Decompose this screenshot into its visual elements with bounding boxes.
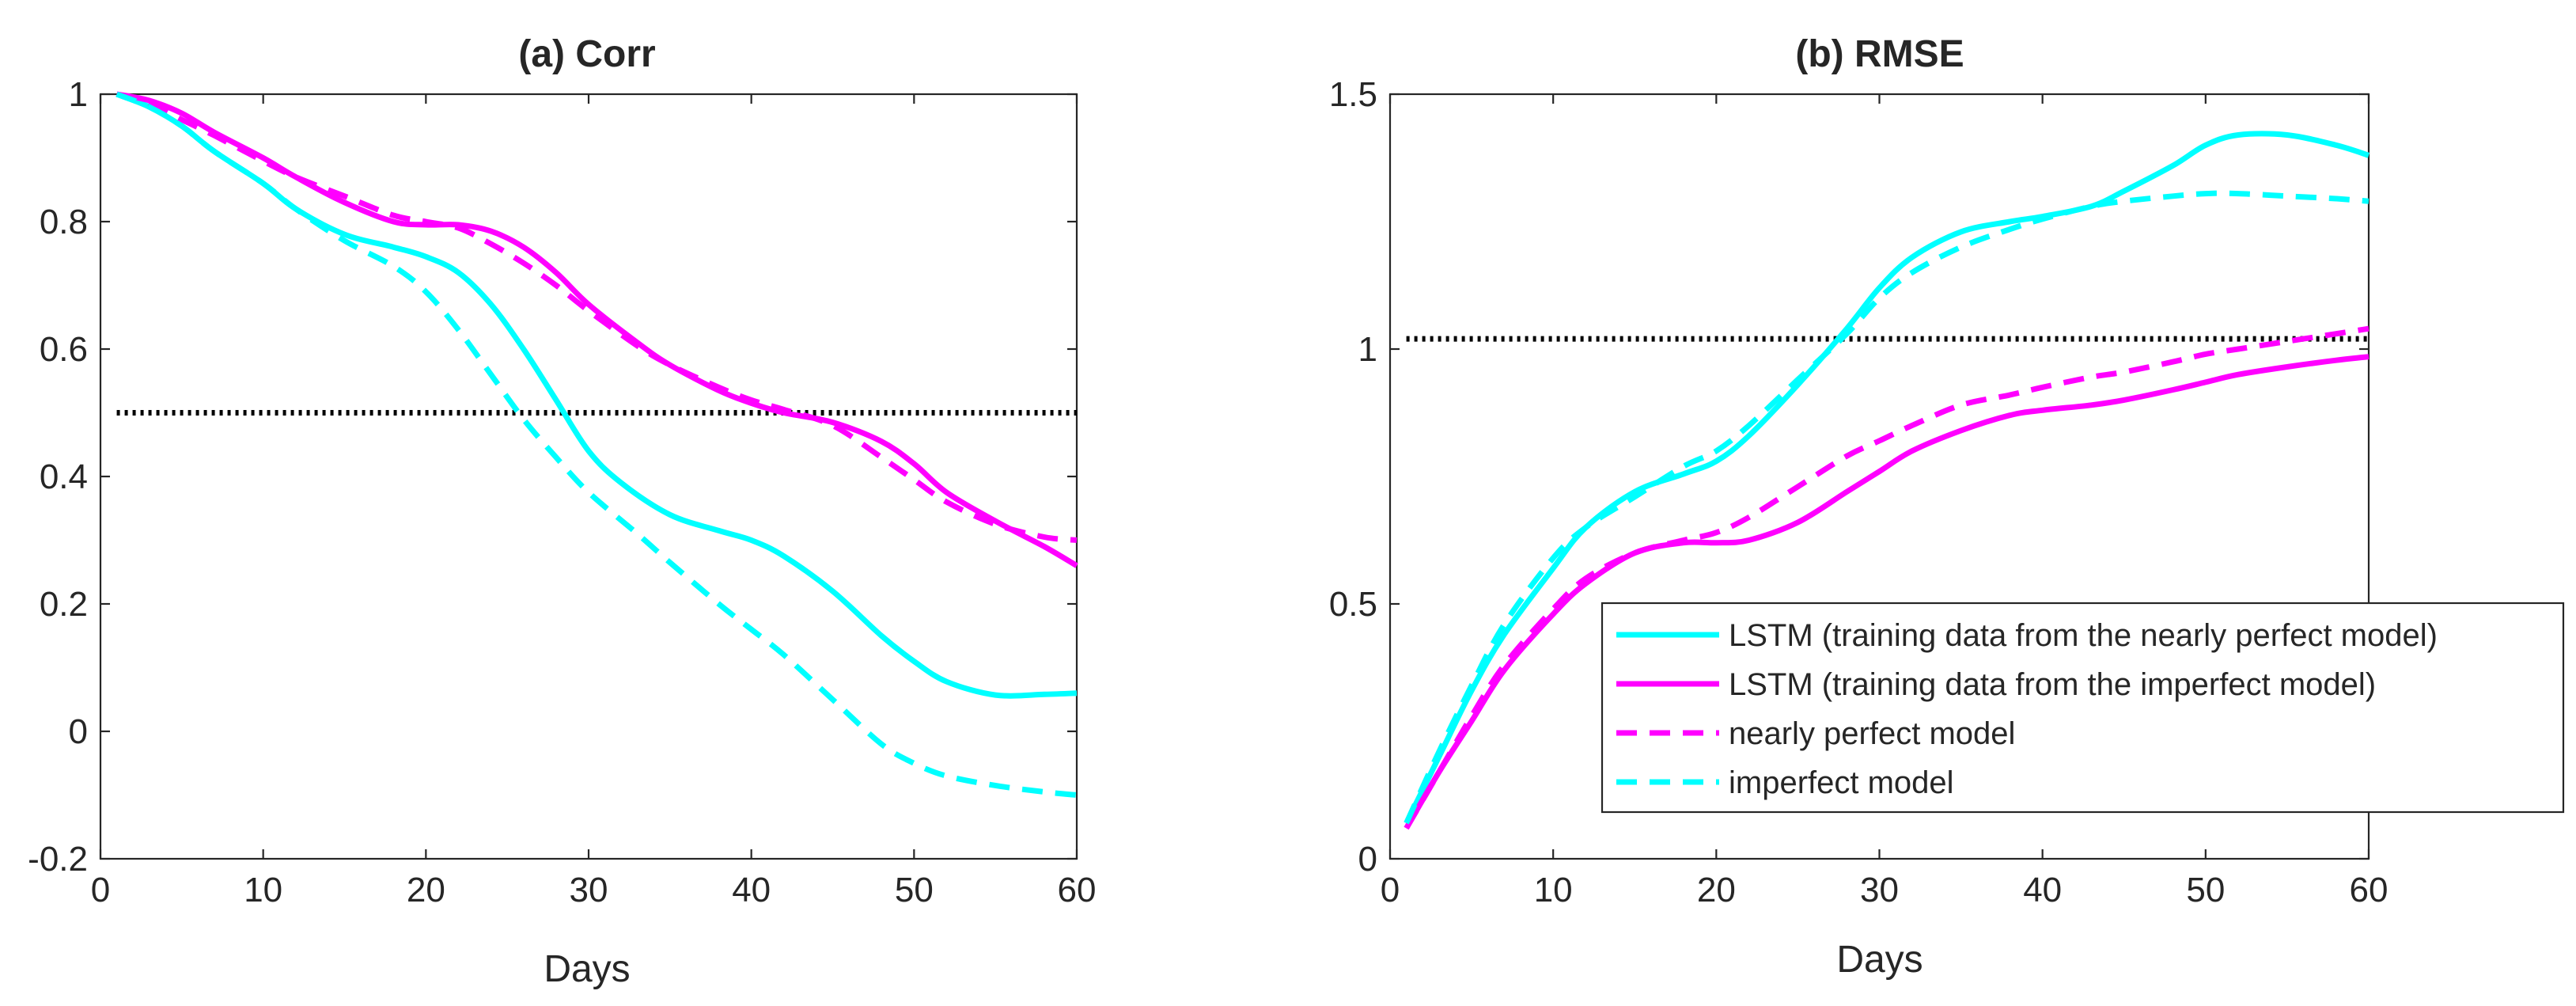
plot-area: 0 10 20 30 40 50 60-0.200.20.40.60.81 [28, 75, 1096, 909]
y-tick-label: 1.5 [1329, 75, 1377, 114]
series-line-imperfect_model [116, 91, 1078, 798]
x-tick-label: 50 [2186, 871, 2225, 909]
legend-label: LSTM (training data from the imperfect m… [1729, 667, 2376, 702]
x-axis-label: Days [1836, 939, 1923, 981]
y-tick-label: -0.2 [28, 840, 88, 879]
series-line-lstm_imperfect [116, 91, 1078, 568]
legend-label: imperfect model [1729, 765, 1954, 800]
chart-title: (a) Corr [518, 33, 655, 75]
x-tick-label: 20 [407, 871, 445, 909]
x-tick-label: 40 [2023, 871, 2062, 909]
plot-area: 0 10 20 30 40 50 60 0 0.5 1 1.5 [1329, 75, 2388, 909]
series-line-nearly_perfect_model [1404, 325, 2370, 830]
series-line-lstm_imperfect [1404, 354, 2370, 830]
chart-title: (b) RMSE [1795, 33, 1964, 75]
y-tick-label: 0.8 [40, 203, 88, 241]
x-tick-label: 40 [732, 871, 771, 909]
legend: LSTM (training data from the nearly perf… [1601, 602, 2565, 814]
rmse-chart: (b) RMSE 0 10 20 30 40 50 60 0 0.5 1 1.5 Days LSTM… [1329, 33, 2565, 981]
corr-chart: (a) Corr 0 10 20 30 40 50 60-0.200.20.40.60.81… [28, 33, 1096, 990]
series-line-imperfect_model [1404, 190, 2370, 825]
x-tick-label: 0 [91, 871, 110, 909]
x-tick-label: 20 [1697, 871, 1736, 909]
x-tick-label: 10 [244, 871, 282, 909]
legend-label: nearly perfect model [1729, 716, 2015, 751]
x-tick-label: 10 [1534, 871, 1573, 909]
x-tick-label: 60 [1058, 871, 1097, 909]
y-tick-label: 0.4 [40, 457, 88, 496]
legend-box [1601, 602, 2565, 814]
x-axis-label: Days [544, 948, 630, 990]
y-tick-label: 1 [69, 75, 88, 114]
x-tick-label: 50 [895, 871, 934, 909]
series-line-nearly_perfect_model [116, 91, 1078, 543]
x-tick-label: 30 [1860, 871, 1899, 909]
x-tick-label: 0 [1381, 871, 1400, 909]
y-tick-label: 0 [69, 712, 88, 751]
x-tick-label: 30 [570, 871, 608, 909]
y-tick-label: 0.5 [1329, 585, 1377, 624]
series-line-lstm_nearly [1404, 131, 2370, 825]
legend-label: LSTM (training data from the nearly perf… [1729, 618, 2438, 653]
y-tick-label: 0.2 [40, 585, 88, 624]
y-tick-label: 0 [1358, 840, 1377, 879]
y-tick-label: 1 [1358, 330, 1377, 369]
y-tick-label: 0.6 [40, 330, 88, 369]
x-tick-label: 60 [2350, 871, 2388, 909]
